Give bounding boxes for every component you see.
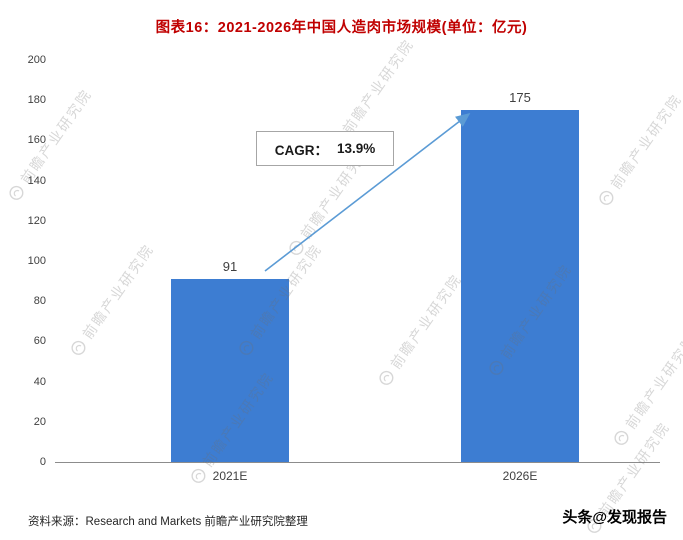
watermark-text: 前瞻产业研究院 bbox=[607, 90, 683, 192]
y-axis-tick-label: 120 bbox=[27, 214, 46, 227]
bar-value-label: 175 bbox=[509, 90, 531, 105]
bar-2026E bbox=[461, 110, 579, 462]
y-axis-tick-label: 40 bbox=[33, 375, 46, 388]
y-axis-tick-label: 0 bbox=[39, 456, 46, 468]
y-axis-tick-label: 100 bbox=[27, 255, 46, 267]
y-axis-tick-label: 140 bbox=[27, 174, 46, 187]
x-axis-category-label: 2026E bbox=[502, 469, 538, 483]
y-axis-tick-label: 80 bbox=[33, 295, 46, 308]
qianzhan-logo-icon bbox=[191, 468, 206, 483]
y-axis-tick-label: 20 bbox=[33, 415, 46, 428]
y-axis-tick-label: 160 bbox=[27, 134, 46, 147]
watermark-text: 前瞻产业研究院 bbox=[339, 35, 417, 137]
watermark-text: 前瞻产业研究院 bbox=[79, 240, 157, 342]
bar-value-label: 91 bbox=[222, 259, 238, 274]
x-axis-category-label: 2021E bbox=[212, 469, 248, 483]
bar-2021E bbox=[171, 279, 289, 462]
qianzhan-logo-icon bbox=[71, 340, 86, 355]
y-axis-tick-label: 60 bbox=[33, 335, 46, 348]
watermark-text: 前瞻产业研究院 bbox=[622, 330, 683, 432]
chart-title: 图表16：2021-2026年中国人造肉市场规模(单位：亿元) bbox=[155, 20, 528, 36]
toutiao-brand-mark: 头条@发现报告 bbox=[562, 509, 667, 526]
watermark-text: 前瞻产业研究院 bbox=[387, 270, 465, 372]
y-axis-tick-label: 180 bbox=[27, 94, 46, 107]
data-source-note: 资料来源：Research and Markets 前瞻产业研究院整理 bbox=[28, 516, 308, 528]
cagr-label: CAGR： bbox=[274, 142, 328, 158]
y-axis-tick-label: 200 bbox=[27, 54, 46, 66]
qianzhan-logo-icon bbox=[614, 430, 629, 445]
qianzhan-logo-icon bbox=[379, 370, 394, 385]
qianzhan-watermark: 前瞻产业研究院 bbox=[374, 270, 467, 390]
cagr-value: 13.9% bbox=[336, 141, 376, 156]
qianzhan-watermark: 前瞻产业研究院 bbox=[609, 330, 683, 450]
qianzhan-logo-icon bbox=[289, 240, 304, 255]
qianzhan-watermark: 前瞻产业研究院 bbox=[594, 90, 683, 210]
qianzhan-logo-icon bbox=[599, 190, 614, 205]
x-axis-line bbox=[55, 462, 660, 463]
qianzhan-watermark: 前瞻产业研究院 bbox=[66, 240, 159, 360]
cagr-annotation-box: CAGR： 13.9% bbox=[256, 131, 394, 166]
